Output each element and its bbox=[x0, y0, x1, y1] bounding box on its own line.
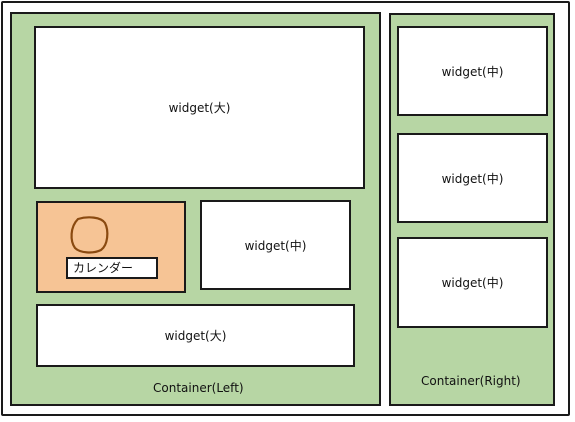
calendar-widget: カレンダー bbox=[36, 201, 186, 293]
calendar-icon bbox=[70, 216, 109, 254]
widget-medium-right-2-label: widget(中) bbox=[441, 171, 504, 186]
widget-medium-right-3-label: widget(中) bbox=[441, 276, 504, 290]
widget-medium-right-2: widget(中) bbox=[397, 133, 548, 223]
widget-large-top: widget(大) bbox=[34, 26, 365, 189]
widget-large-bottom-label: widget(大) bbox=[164, 329, 227, 343]
widget-medium-left-label: widget(中) bbox=[244, 238, 307, 253]
widget-medium-left: widget(中) bbox=[200, 200, 351, 290]
widget-medium-right-3: widget(中) bbox=[397, 237, 548, 328]
widget-medium-right-1: widget(中) bbox=[397, 26, 548, 116]
widget-large-top-label: widget(大) bbox=[168, 101, 231, 115]
widget-large-bottom: widget(大) bbox=[36, 304, 355, 367]
container-right-label: Container(Right) bbox=[421, 374, 521, 388]
widget-medium-right-1-label: widget(中) bbox=[441, 64, 504, 79]
container-left-label: Container(Left) bbox=[153, 381, 244, 395]
calendar-label: カレンダー bbox=[66, 257, 158, 279]
